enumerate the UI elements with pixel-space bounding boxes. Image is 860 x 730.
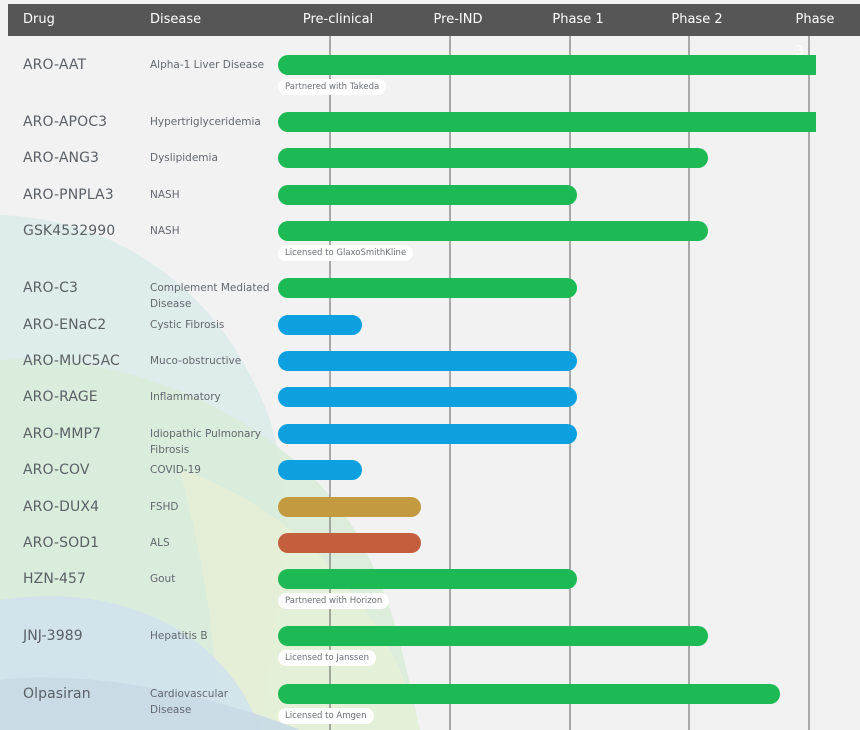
table-header: Drug Disease Pre-clinical Pre-IND Phase … [8,4,860,59]
disease-name: ALS [150,537,170,549]
drug-name: ARO-AAT [23,57,87,73]
pipeline-bar [278,424,577,444]
pipeline-bar [278,533,422,553]
disease-name: Cystic Fibrosis [150,319,225,331]
disease-name: Alpha-1 Liver Disease [150,59,265,71]
pipeline-bar [278,278,577,298]
disease-name: Hepatitis B [150,630,208,642]
stage-header-phase-2: Phase 2 [671,12,723,27]
disease-name: Cardiovascular Disease [150,688,229,716]
disease-name: NASH [150,189,180,201]
stage-header-phase-3: Phase 3 [795,12,835,59]
drug-name: ARO-RAGE [23,389,98,405]
pipeline-bar [278,626,709,646]
pipeline-bar [278,497,422,517]
drug-name: ARO-MUC5AC [23,353,120,369]
disease-name: COVID-19 [150,464,201,476]
disease-name: Gout [150,573,176,585]
pipeline-bar [278,315,362,335]
drug-name: JNJ-3989 [23,628,83,644]
stage-header-preclinical: Pre-clinical [302,12,374,27]
disease-name: Inflammatory [150,391,221,403]
disease-name: Complement Mediated Disease [150,282,270,310]
pipeline-bar [278,148,709,168]
stage-header-phase-1: Phase 1 [552,12,604,27]
drug-name: ARO-ANG3 [23,150,100,166]
drug-name: HZN-457 [23,571,87,587]
partner-badge: Licensed to Janssen [278,650,376,666]
pipeline-bar [278,569,577,589]
disease-name: NASH [150,225,180,237]
stage-header-pre-ind: Pre-IND [433,12,483,27]
disease-name: Hypertriglyceridemia [150,116,261,128]
partner-badge: Licensed to Amgen [278,708,374,724]
disease-name: Muco-obstructive [150,355,242,367]
drug-name: ARO-ENaC2 [23,317,107,333]
disease-column-header: Disease [150,12,202,27]
disease-name: Idiopathic Pulmonary Fibrosis [150,428,261,456]
partner-badge: Licensed to GlaxoSmithKline [278,245,414,261]
pipeline-bar [278,684,780,704]
drug-name: ARO-APOC3 [23,114,108,130]
drug-column-header: Drug [23,12,55,27]
pipeline-bar [278,221,709,241]
drug-name: GSK4532990 [23,223,116,239]
pipeline-bar [278,387,577,407]
pipeline-bar [278,112,816,132]
drug-name: ARO-MMP7 [23,426,102,442]
pipeline-bar [278,351,577,371]
drug-name: ARO-C3 [23,280,79,296]
partner-badge: Partnered with Horizon [278,593,390,609]
disease-name: FSHD [150,501,179,513]
pipeline-bar [278,185,577,205]
drug-name: ARO-COV [23,462,90,478]
drug-name: ARO-SOD1 [23,535,100,551]
drug-name: ARO-PNPLA3 [23,187,114,203]
pipeline-bar [278,460,362,480]
disease-name: Dyslipidemia [150,152,218,164]
drug-name: ARO-DUX4 [23,499,100,515]
pipeline-bar [278,55,816,75]
partner-badge: Partnered with Takeda [278,79,387,95]
drug-name: Olpasiran [23,686,91,702]
